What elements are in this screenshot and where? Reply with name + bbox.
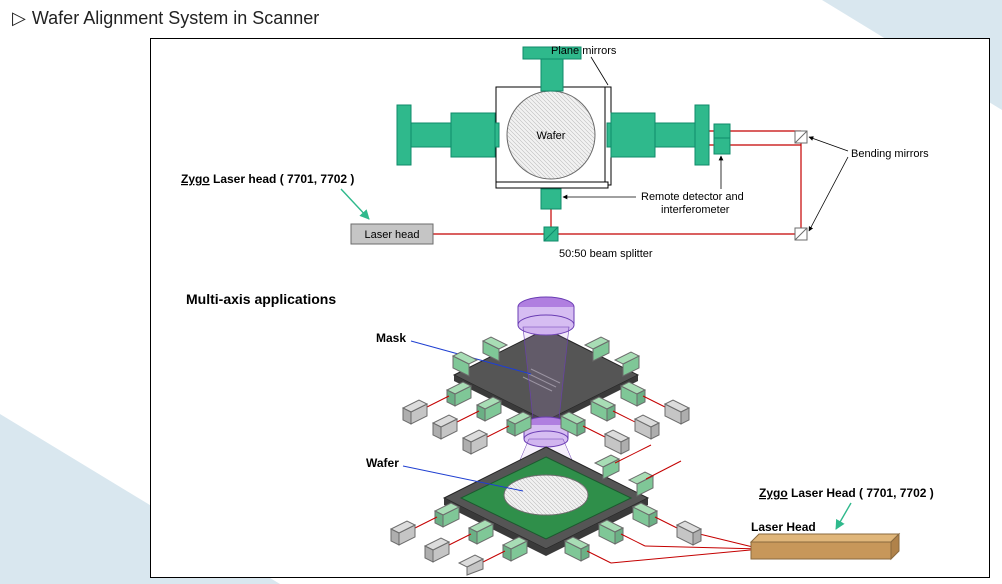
stage-cap-left	[397, 105, 411, 165]
remote-detector-label-1: Remote detector and	[641, 191, 744, 203]
diagram-svg: Wafer Laser head Plane mirrors Remote de…	[151, 39, 989, 577]
remote-detector-label-2: interferometer	[661, 204, 730, 216]
multi-axis-heading: Multi-axis applications	[186, 291, 336, 307]
zygo-bottom-label: Zygo Laser Head ( 7701, 7702 )	[759, 486, 934, 500]
bending-mirrors-label: Bending mirrors	[851, 148, 929, 160]
diagram-panel: { "title": "Wafer Alignment System in Sc…	[150, 38, 990, 578]
remote-detector-2	[714, 138, 730, 154]
wafer-label-bottom: Wafer	[366, 456, 399, 470]
plane-mirror-bottom	[496, 182, 608, 188]
page-title-text: Wafer Alignment System in Scanner	[32, 8, 319, 28]
stage-arm-top	[541, 57, 563, 91]
page-title: ▷ Wafer Alignment System in Scanner	[12, 8, 319, 29]
zygo-top-label: Zygo Laser head ( 7701, 7702 )	[181, 172, 354, 186]
stage-cap-right	[695, 105, 709, 165]
laser-head-3d	[751, 534, 899, 559]
plane-mirrors-label: Plane mirrors	[551, 45, 617, 57]
laser-head-box-label: Laser head	[364, 229, 419, 241]
beam-splitter-label: 50:50 beam splitter	[559, 248, 653, 260]
bottom-detector	[541, 189, 561, 209]
laser-head-3d-label: Laser Head	[751, 520, 816, 534]
interferometer-left	[451, 113, 495, 157]
wafer-ellipse	[504, 475, 588, 515]
wafer-label-top: Wafer	[537, 130, 566, 142]
triangle-bullet-icon: ▷	[12, 8, 26, 29]
mask-label: Mask	[376, 331, 406, 345]
interferometer-right	[611, 113, 655, 157]
